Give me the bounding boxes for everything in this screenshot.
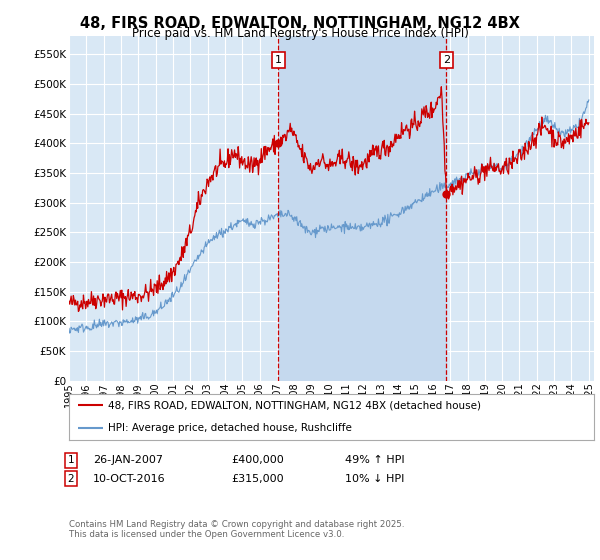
Text: 10% ↓ HPI: 10% ↓ HPI — [345, 474, 404, 484]
Text: £315,000: £315,000 — [231, 474, 284, 484]
Text: Contains HM Land Registry data © Crown copyright and database right 2025.
This d: Contains HM Land Registry data © Crown c… — [69, 520, 404, 539]
Text: £400,000: £400,000 — [231, 455, 284, 465]
Text: 2: 2 — [443, 55, 450, 65]
Text: 1: 1 — [67, 455, 74, 465]
Text: 49% ↑ HPI: 49% ↑ HPI — [345, 455, 404, 465]
Text: 2: 2 — [67, 474, 74, 484]
Text: 10-OCT-2016: 10-OCT-2016 — [93, 474, 166, 484]
Text: Price paid vs. HM Land Registry's House Price Index (HPI): Price paid vs. HM Land Registry's House … — [131, 27, 469, 40]
Bar — [278, 36, 446, 381]
Text: HPI: Average price, detached house, Rushcliffe: HPI: Average price, detached house, Rush… — [109, 423, 352, 433]
Text: 48, FIRS ROAD, EDWALTON, NOTTINGHAM, NG12 4BX: 48, FIRS ROAD, EDWALTON, NOTTINGHAM, NG1… — [80, 16, 520, 31]
Text: 48, FIRS ROAD, EDWALTON, NOTTINGHAM, NG12 4BX (detached house): 48, FIRS ROAD, EDWALTON, NOTTINGHAM, NG1… — [109, 400, 481, 410]
Text: 26-JAN-2007: 26-JAN-2007 — [93, 455, 163, 465]
Text: 1: 1 — [275, 55, 281, 65]
